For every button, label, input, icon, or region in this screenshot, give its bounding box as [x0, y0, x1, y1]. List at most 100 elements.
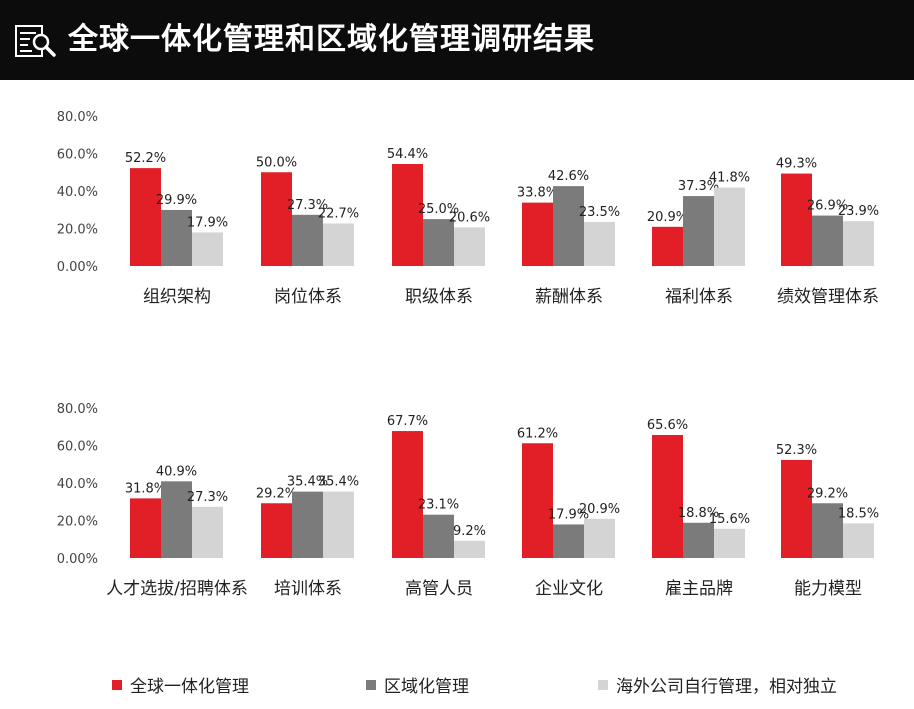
y-tick-label: 20.0% [57, 515, 98, 530]
bar-local [192, 232, 223, 266]
category-label: 绩效管理体系 [777, 287, 879, 307]
bar-local [323, 223, 354, 266]
bar-global [130, 498, 161, 558]
data-label: 29.2% [256, 486, 297, 501]
y-tick-label: 0.00% [57, 552, 98, 567]
bar-global [392, 431, 423, 558]
bar-regional [161, 481, 192, 558]
category-label: 岗位体系 [274, 287, 342, 307]
y-tick-label: 40.0% [57, 477, 98, 492]
bar-local [192, 506, 223, 558]
bar-local [454, 227, 485, 266]
y-tick-label: 60.0% [57, 440, 98, 455]
category-label: 组织架构 [143, 287, 211, 307]
data-label: 31.8% [125, 481, 166, 496]
search-document-icon [15, 25, 56, 57]
category-label: 福利体系 [665, 287, 733, 307]
bar-regional [423, 514, 454, 558]
category-label: 雇主品牌 [665, 579, 733, 599]
bar-local [714, 528, 745, 558]
bar-local [584, 518, 615, 558]
legend-swatch-local [598, 679, 608, 690]
data-label: 23.5% [579, 205, 620, 220]
bar-regional [683, 522, 714, 558]
category-label: 培训体系 [274, 579, 342, 599]
legend-swatch-regional [366, 679, 376, 690]
data-label: 37.3% [678, 179, 719, 194]
legend-label-local: 海外公司自行管理，相对独立 [616, 677, 837, 697]
bar-local [714, 187, 745, 266]
data-label: 41.8% [709, 171, 750, 186]
data-label: 40.9% [156, 464, 197, 479]
data-label: 50.0% [256, 155, 297, 170]
category-label: 能力模型 [794, 579, 862, 599]
bar-local [843, 523, 874, 558]
y-tick-label: 80.0% [57, 402, 98, 417]
data-label: 29.2% [807, 486, 848, 501]
bar-global [652, 226, 683, 266]
y-tick-label: 60.0% [57, 148, 98, 163]
y-tick-label: 0.00% [57, 260, 98, 275]
bar-global [522, 443, 553, 558]
data-label: 35.4% [287, 475, 328, 490]
data-label: 67.7% [387, 414, 428, 429]
legend-label-global: 全球一体化管理 [130, 677, 249, 697]
data-label: 17.9% [548, 507, 589, 522]
header-bar: 全球一体化管理和区域化管理调研结果 [0, 0, 914, 80]
category-label: 高管人员 [405, 579, 473, 599]
legend-item-regional: 区域化管理 [366, 672, 469, 697]
y-tick-label: 80.0% [57, 110, 98, 125]
bar-regional [292, 491, 323, 558]
data-label: 15.6% [709, 512, 750, 527]
bar-local [454, 540, 485, 558]
data-label: 42.6% [548, 169, 589, 184]
bar-local [843, 221, 874, 266]
bar-global [130, 168, 161, 266]
data-label: 33.8% [517, 186, 558, 201]
category-label: 职级体系 [405, 287, 473, 307]
legend-swatch-global [112, 679, 122, 690]
y-tick-label: 20.0% [57, 223, 98, 238]
data-label: 20.9% [647, 210, 688, 225]
data-label: 61.2% [517, 426, 558, 441]
legend-label-regional: 区域化管理 [384, 677, 469, 697]
data-label: 54.4% [387, 147, 428, 162]
bar-global [652, 435, 683, 558]
data-label: 65.6% [647, 418, 688, 433]
category-label: 人才选拔/招聘体系 [106, 579, 248, 599]
category-label: 薪酬体系 [535, 287, 603, 307]
legend-item-global: 全球一体化管理 [112, 672, 249, 697]
data-label: 27.3% [187, 490, 228, 505]
data-label: 52.2% [125, 151, 166, 166]
bar-regional [161, 209, 192, 266]
legend-item-local: 海外公司自行管理，相对独立 [598, 672, 837, 697]
bar-global [261, 172, 292, 266]
data-label: 20.9% [579, 502, 620, 517]
data-label: 20.6% [449, 210, 490, 225]
data-label: 49.3% [776, 157, 817, 172]
data-label: 25.0% [418, 202, 459, 217]
bar-global [522, 202, 553, 266]
data-label: 22.7% [318, 206, 359, 221]
data-label: 9.2% [453, 524, 486, 539]
bar-regional [553, 186, 584, 266]
y-tick-label: 40.0% [57, 185, 98, 200]
bar-regional [423, 219, 454, 266]
bar-local [323, 491, 354, 558]
page-title: 全球一体化管理和区域化管理调研结果 [68, 22, 595, 57]
data-label: 23.9% [838, 204, 879, 219]
bar-local [584, 221, 615, 266]
bar-global [781, 459, 812, 558]
bar-regional [812, 215, 843, 266]
bar-regional [553, 524, 584, 558]
data-label: 17.9% [187, 215, 228, 230]
bar-global [392, 164, 423, 266]
data-label: 18.8% [678, 506, 719, 521]
data-label: 52.3% [776, 443, 817, 458]
category-label: 企业文化 [535, 579, 603, 599]
data-label: 26.9% [807, 199, 848, 214]
data-label: 29.9% [156, 193, 197, 208]
bar-charts: 0.00% 20.0% 40.0% 60.0% 80.0% 52.2% 50.0% 54.4%… [57, 110, 879, 599]
bar-regional [812, 503, 843, 558]
data-label: 23.1% [418, 498, 459, 513]
